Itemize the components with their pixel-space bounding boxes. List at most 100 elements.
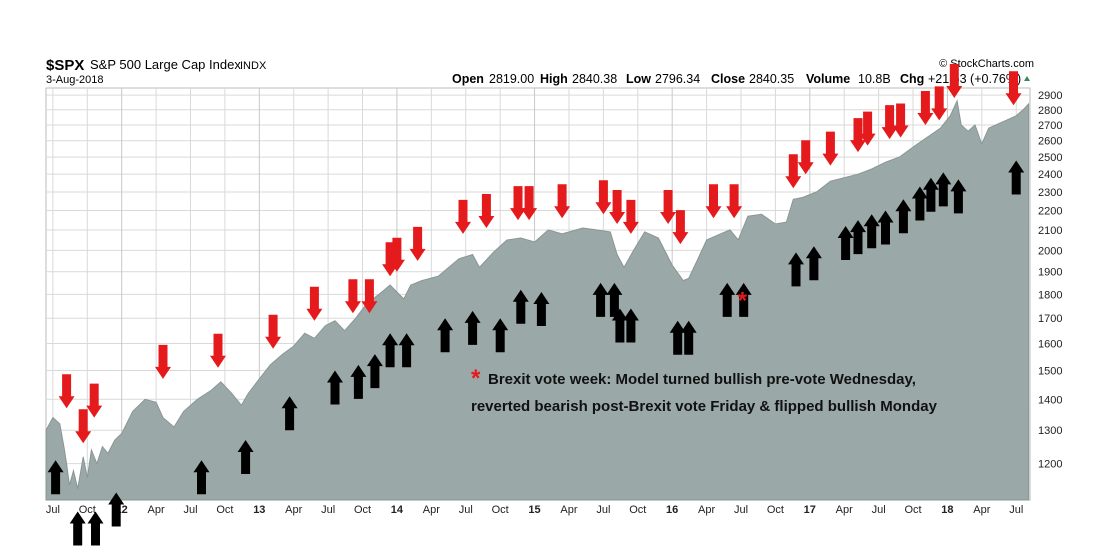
x-tick-label: 14 [391,504,404,516]
x-tick-label: 16 [666,504,678,516]
x-tick-label: Apr [836,504,853,516]
sell-arrow-icon [86,383,103,418]
close-label: Close [711,72,745,86]
buy-arrow-icon [680,320,697,355]
sell-arrow-icon [75,409,92,444]
x-tick-label: Jul [459,504,473,516]
sell-arrow-icon [554,184,571,219]
sell-arrow-icon [672,210,689,245]
x-tick-label: Oct [354,504,371,516]
buy-arrow-icon [87,511,104,546]
sell-arrow-icon [622,199,639,234]
volume-value: 10.8B [858,72,891,86]
buy-arrow-icon [437,318,454,353]
y-tick-label: 1900 [1038,267,1062,279]
sell-arrow-icon [409,226,426,261]
y-tick-label: 2500 [1038,152,1062,164]
sell-arrow-icon [931,86,948,121]
x-tick-label: Oct [492,504,509,516]
index-name: S&P 500 Large Cap Index [90,57,241,72]
sell-arrow-icon [660,190,677,224]
annotation-marker: * [471,365,481,392]
sell-arrow-icon [917,91,934,125]
sell-arrow-icon [265,314,282,349]
buy-arrow-icon [237,440,254,474]
x-tick-label: Oct [629,504,646,516]
buy-arrow-icon [47,460,64,495]
sell-arrow-icon [946,64,963,98]
sell-arrow-icon [155,344,171,379]
buy-arrow-icon [611,308,628,343]
plot-area: 1200 1300 1400 1500 1600 1700 1800 1900 2000 2100… [45,64,1062,546]
buy-arrow-icon [108,492,125,527]
x-tick-label: Jul [46,504,60,516]
close-value: 2840.35 [749,72,794,86]
buy-arrow-icon [877,210,894,245]
x-tick-label: Jul [183,504,197,516]
sell-arrow-icon [478,194,495,228]
sell-arrow-icon [822,131,839,166]
x-tick-label: Apr [560,504,577,516]
buy-arrow-icon [935,172,952,207]
x-tick-label: Jul [872,504,886,516]
y-tick-label: 2900 [1038,90,1062,102]
buy-arrow-icon [950,179,967,214]
low-label: Low [626,72,651,86]
symbol: $SPX [46,57,84,74]
volume-label: Volume [806,72,850,86]
sell-arrow-icon [361,279,378,314]
y-tick-label: 1800 [1038,289,1062,301]
high-value: 2840.38 [572,72,617,86]
y-tick-label: 2200 [1038,206,1062,218]
date: 3-Aug-2018 [46,74,104,86]
sell-arrow-icon [521,186,538,221]
up-triangle-icon [1024,76,1030,81]
buy-arrow-icon [805,246,822,281]
x-tick-label: Jul [321,504,335,516]
high-label: High [540,72,568,86]
sell-arrow-icon [595,180,612,215]
x-tick-label: Apr [698,504,715,516]
x-axis: Jul Oct 12 Apr Jul Oct 13 Apr Jul Oct 14 Apr Jul Oct 1… [46,504,1023,516]
buy-arrow-icon [492,318,509,353]
buy-arrow-icon [398,333,415,368]
watermark: © StockCharts.com [939,58,1034,70]
buy-arrow-icon [735,282,752,317]
y-tick-label: 2800 [1038,105,1062,117]
sell-arrow-icon [455,199,471,234]
buy-arrow-icon [850,220,866,255]
sell-arrow-icon [388,237,405,272]
buy-arrow-icon [1008,160,1025,195]
x-tick-label: Apr [148,504,165,516]
sell-arrow-icon [609,190,626,224]
x-tick-label: Oct [216,504,233,516]
buy-arrow-icon [863,214,880,249]
chg-value: +21.53 (+0.76%) [928,72,1021,86]
buy-arrow-icon [911,186,928,221]
sell-arrow-icon [58,374,75,409]
sell-arrow-icon [306,286,323,321]
y-tick-label: 2000 [1038,245,1062,257]
buy-arrow-icon [350,364,367,399]
y-tick-label: 2100 [1038,225,1062,237]
x-tick-label: Oct [79,504,96,516]
exchange: INDX [240,60,267,72]
buy-arrow-icon [719,282,736,317]
x-tick-label: Jul [1009,504,1023,516]
y-tick-label: 1700 [1038,313,1062,325]
y-tick-label: 1600 [1038,339,1062,351]
x-tick-label: 17 [804,504,816,516]
quote-line: Open 2819.00 High 2840.38 Low 2796.34 Cl… [452,72,1021,86]
x-tick-label: Apr [973,504,990,516]
x-tick-label: Oct [767,504,784,516]
buy-arrow-icon [592,282,609,317]
sell-arrow-icon [510,186,526,221]
sell-arrow-icon [850,118,866,153]
x-tick-label: Jul [734,504,748,516]
sell-arrow-icon [859,111,876,146]
brexit-marker: * [738,288,748,315]
buy-arrow-icon [606,282,623,317]
sell-arrow-icon [705,184,722,219]
buy-arrow-icon [788,252,804,287]
